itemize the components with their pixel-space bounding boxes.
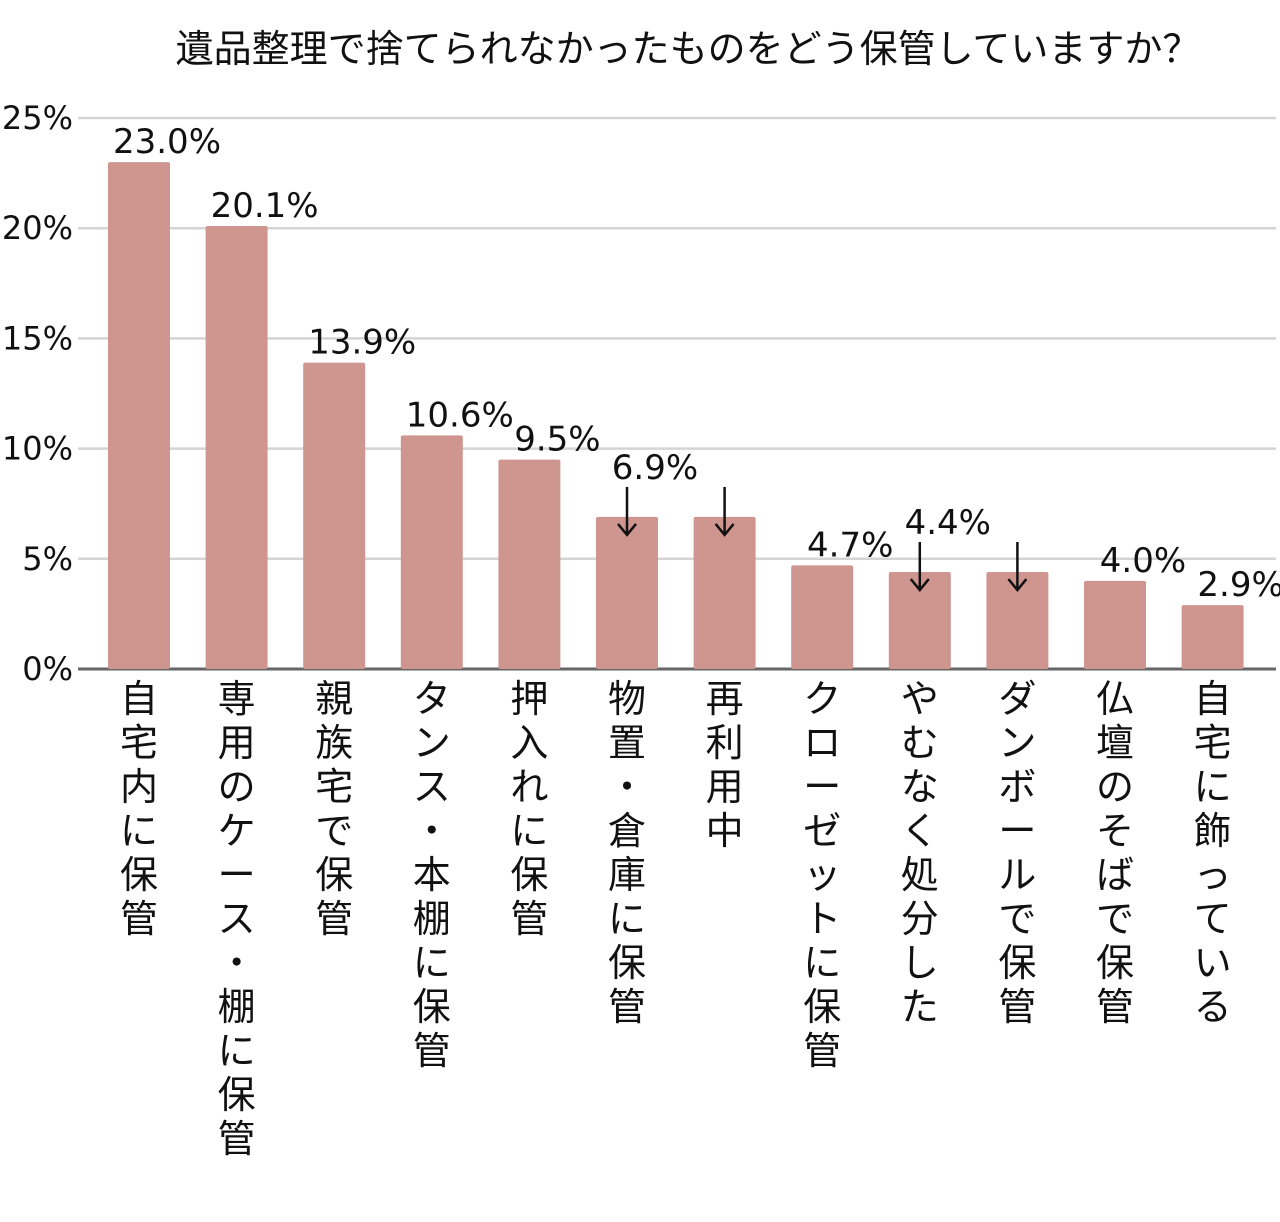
label-arrow [714,486,735,537]
category-label: 自宅内に保管 [120,677,158,941]
chart-title: 遺品整理で捨てられなかったものをどう保管していますか？ [176,27,1201,71]
category-label: 自宅に飾っている [1194,677,1232,1029]
value-label: 23.0% [113,122,221,162]
value-labels: 23.0% 20.1% 13.9% 10.6%9.5% 6.9% 4.7% 4.4% 4.0%… [113,122,1280,605]
y-tick-label: 20% [2,209,73,247]
value-label: 20.1% [211,186,319,226]
bar [400,435,463,669]
bar [791,565,854,669]
value-label: 6.9% [612,448,698,488]
category-label: 専用のケース・棚に保管 [218,677,256,1161]
category-label: 物置・倉庫に保管 [608,677,646,1029]
bar [498,459,561,669]
grid-lines: 0% 5% 10% 15% 20% 25% [2,99,1276,688]
y-tick-label: 25% [2,99,73,137]
category-label: クローゼットに保管 [803,677,841,1073]
value-label: 4.0% [1100,541,1186,581]
bar [108,162,170,669]
category-labels: 自宅内に保管 専用のケース・棚に保管 親族宅で保管 タンス・本棚に保管 押入れに保管 物置… [120,677,1232,1161]
y-tick-label: 0% [22,650,73,688]
value-label: 10.6% [406,395,514,435]
category-label: 押入れに保管 [510,677,548,941]
label-arrow [1007,542,1028,592]
bar [986,572,1049,669]
bar [1181,605,1244,669]
category-label: タンス・本棚に保管 [413,677,451,1073]
category-label: ダンボールで保管 [998,677,1036,1029]
bar [888,572,951,669]
category-label: 親族宅で保管 [315,677,353,941]
y-tick-label: 5% [22,540,73,578]
value-label: 13.9% [308,323,416,363]
category-label: やむなく処分した [901,677,939,1029]
bar [693,516,756,669]
y-tick-label: 15% [2,319,73,357]
label-arrow [617,486,637,537]
bar [303,362,366,669]
y-tick-label: 10% [2,430,73,468]
bars [108,162,1244,669]
value-label: 9.5% [514,420,600,460]
category-label: 仏壇のそばで保管 [1096,677,1134,1029]
bar [1084,580,1146,669]
bar [596,516,658,669]
value-label: 4.7% [807,525,893,565]
value-label: 2.9% [1197,565,1280,605]
label-arrows [617,486,1028,592]
category-label: 再利用中 [706,677,744,853]
value-label: 4.4% [905,503,991,543]
label-arrow [909,542,930,592]
bar [205,225,268,669]
